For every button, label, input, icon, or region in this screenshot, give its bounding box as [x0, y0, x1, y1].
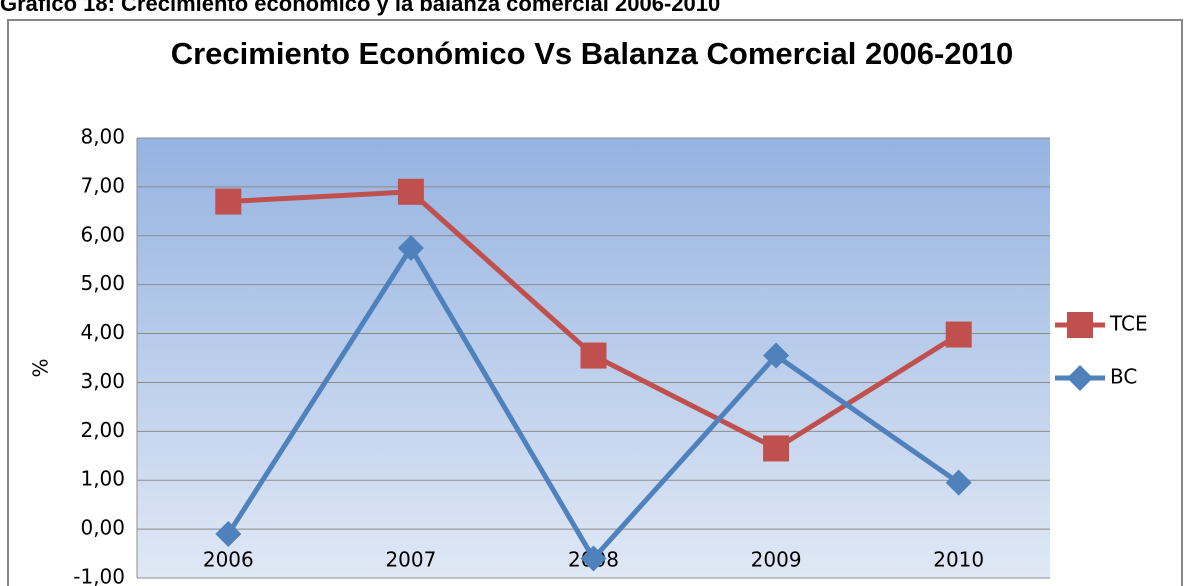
data-point — [580, 342, 607, 369]
y-tick-label: 8,00 — [80, 125, 125, 149]
data-point — [215, 188, 242, 215]
y-tick-label: 0,00 — [80, 516, 125, 540]
data-point — [945, 321, 972, 348]
data-point — [580, 545, 607, 572]
legend-label: BC — [1110, 365, 1137, 389]
y-tick-label: 4,00 — [80, 320, 125, 344]
data-point — [763, 435, 790, 462]
data-point — [763, 342, 790, 369]
data-point — [215, 521, 242, 547]
y-tick-label: 3,00 — [80, 369, 125, 393]
y-tick-label: 6,00 — [80, 222, 125, 246]
y-tick-label: 7,00 — [80, 173, 125, 197]
x-tick-label: 2009 — [751, 548, 802, 572]
chart-title: Crecimiento Económico Vs Balanza Comerci… — [170, 36, 1014, 71]
x-tick-label: 2007 — [385, 548, 436, 572]
y-tick-label: 1,00 — [80, 467, 125, 491]
x-tick-label: 2006 — [203, 548, 254, 572]
legend-marker — [1067, 312, 1093, 338]
y-tick-label: 2,00 — [80, 418, 125, 442]
y-axis-label: % — [29, 358, 53, 377]
data-point — [397, 235, 424, 261]
y-tick-label: 5,00 — [80, 271, 125, 295]
data-point — [945, 469, 972, 496]
y-tick-label: -1,00 — [73, 565, 125, 586]
legend-label: TCE — [1109, 312, 1148, 336]
legend-marker — [1067, 365, 1093, 391]
caption: Gráfico 18: Crecimiento económico y la b… — [0, 0, 721, 16]
x-tick-label: 2010 — [933, 548, 984, 572]
data-point — [397, 178, 424, 205]
